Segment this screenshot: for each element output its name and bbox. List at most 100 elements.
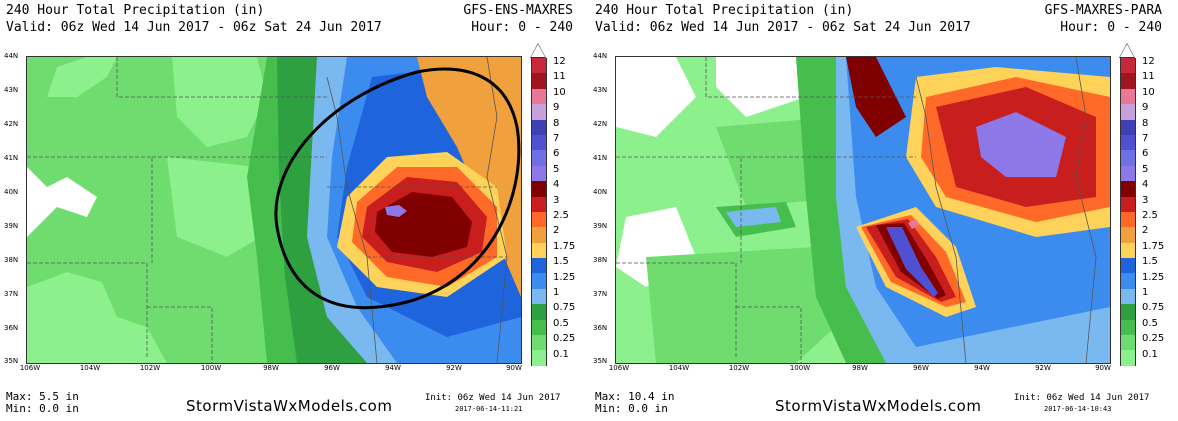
colorbar-swatch <box>531 273 547 289</box>
colorbar-label: 0.75 <box>1142 302 1165 314</box>
colorbar-swatch <box>531 211 547 228</box>
colorbar-swatch <box>531 350 547 366</box>
left-panel: 240 Hour Total Precipitation (in) Valid:… <box>4 3 576 415</box>
colorbar-swatch <box>1120 319 1136 336</box>
colorbar-swatch <box>531 104 547 120</box>
max-value: Max: 10.4 in <box>595 390 675 403</box>
model-name: GFS-MAXRES-PARA <box>1044 3 1162 18</box>
colorbar-label: 11 <box>1142 71 1155 83</box>
lat-label: 43N <box>593 86 608 94</box>
colorbar-label: 6 <box>553 148 560 160</box>
colorbar-label: 1 <box>553 287 560 298</box>
panel-title: 240 Hour Total Precipitation (in) <box>595 3 854 18</box>
panel-title: 240 Hour Total Precipitation (in) <box>6 3 265 18</box>
lat-label: 39N <box>4 222 19 230</box>
colorbar-label: 1.5 <box>553 256 569 268</box>
colorbar-swatch <box>531 242 547 259</box>
colorbar-swatch <box>1120 181 1136 197</box>
lat-label: 41N <box>593 154 608 162</box>
colorbar-label: 5 <box>1142 163 1149 175</box>
colorbar-swatch <box>531 181 547 197</box>
lon-label: 92W <box>446 364 462 372</box>
min-value: Min: 0.0 in <box>595 402 668 415</box>
colorbar-swatch <box>531 150 547 166</box>
colorbar-label: 0.25 <box>553 333 576 345</box>
colorbar-swatch <box>531 304 547 320</box>
colorbar-swatch <box>1120 350 1136 366</box>
precip-map-para <box>615 56 1111 364</box>
lat-label: 35N <box>593 357 608 365</box>
lat-label: 40N <box>593 188 608 196</box>
colorbar-swatch <box>1120 273 1136 289</box>
colorbar-label: 2.5 <box>1142 210 1158 221</box>
colorbar-label: 1.75 <box>553 240 576 252</box>
colorbar-swatch <box>1120 104 1136 120</box>
lat-label: 37N <box>4 290 19 298</box>
colorbar-swatch <box>1120 150 1136 166</box>
hour-range: Hour: 0 - 240 <box>471 20 573 35</box>
colorbar-label: 0.5 <box>553 317 569 329</box>
brand-watermark: StormVistaWxModels.com <box>775 397 982 415</box>
colorbar <box>1120 58 1136 366</box>
colorbar <box>531 58 547 366</box>
lon-label: 100W <box>200 364 222 372</box>
colorbar-label: 1.25 <box>553 271 576 283</box>
colorbar-swatch <box>1120 134 1136 151</box>
max-value: Max: 5.5 in <box>6 390 79 403</box>
lon-label: 104W <box>668 364 690 372</box>
colorbar-label: 8 <box>553 117 560 129</box>
valid-range: Valid: 06z Wed 14 Jun 2017 - 06z Sat 24 … <box>595 20 971 35</box>
colorbar-label: 3 <box>553 194 560 206</box>
right-panel: 240 Hour Total Precipitation (in) Valid:… <box>589 0 1178 421</box>
colorbar-label: 12 <box>1142 56 1155 67</box>
colorbar-label: 7 <box>1142 133 1149 144</box>
colorbar-swatch <box>1120 73 1136 89</box>
lat-label: 38N <box>4 256 19 264</box>
colorbar-label: 0.1 <box>1142 348 1158 360</box>
lon-label: 106W <box>19 364 41 372</box>
colorbar-label: 12 <box>553 56 566 67</box>
colorbar-swatch <box>531 196 547 212</box>
colorbar-swatch <box>1120 58 1136 74</box>
lon-label: 102W <box>728 364 750 372</box>
colorbar-label: 2.5 <box>553 210 569 221</box>
lon-label: 94W <box>974 364 990 372</box>
colorbar-label: 1.5 <box>1142 256 1158 268</box>
lat-label: 43N <box>4 86 19 94</box>
lat-label: 35N <box>4 357 19 365</box>
colorbar-label: 4 <box>1142 179 1149 191</box>
lon-label: 92W <box>1035 364 1051 372</box>
precip-map-ensemble <box>26 56 522 364</box>
colorbar-label: 0.1 <box>553 348 569 360</box>
colorbar-label: 9 <box>553 102 560 114</box>
lat-label: 38N <box>593 256 608 264</box>
colorbar-label: 1.25 <box>1142 271 1165 283</box>
lat-label: 40N <box>4 188 19 196</box>
colorbar-swatch <box>1120 119 1136 135</box>
lon-label: 94W <box>385 364 401 372</box>
colorbar-swatch <box>531 319 547 336</box>
lon-label: 106W <box>608 364 630 372</box>
lon-label: 90W <box>1095 364 1111 372</box>
lon-label: 104W <box>79 364 101 372</box>
colorbar-label: 0.5 <box>1142 317 1158 329</box>
colorbar-swatch <box>1120 335 1136 351</box>
lat-label: 41N <box>4 154 19 162</box>
colorbar-label: 3 <box>1142 194 1149 206</box>
colorbar-label: 6 <box>1142 148 1149 160</box>
colorbar-label: 7 <box>553 133 560 144</box>
lat-label: 36N <box>593 324 608 332</box>
colorbar-label: 1.75 <box>1142 240 1165 252</box>
colorbar-swatch <box>1120 196 1136 212</box>
colorbar-swatch <box>531 119 547 135</box>
colorbar-label: 1 <box>1142 287 1149 298</box>
colorbar-swatch <box>1120 242 1136 259</box>
brand-watermark: StormVistaWxModels.com <box>186 397 393 415</box>
colorbar-label: 11 <box>553 71 566 83</box>
colorbar-label: 2 <box>1142 225 1149 237</box>
colorbar-label: 9 <box>1142 102 1149 114</box>
init-time: Init: 06z Wed 14 Jun 2017 <box>425 393 561 403</box>
lat-label: 39N <box>593 222 608 230</box>
colorbar-swatch <box>1120 288 1136 305</box>
init-stamp: 2017-06-14-10:43 <box>1044 405 1112 413</box>
